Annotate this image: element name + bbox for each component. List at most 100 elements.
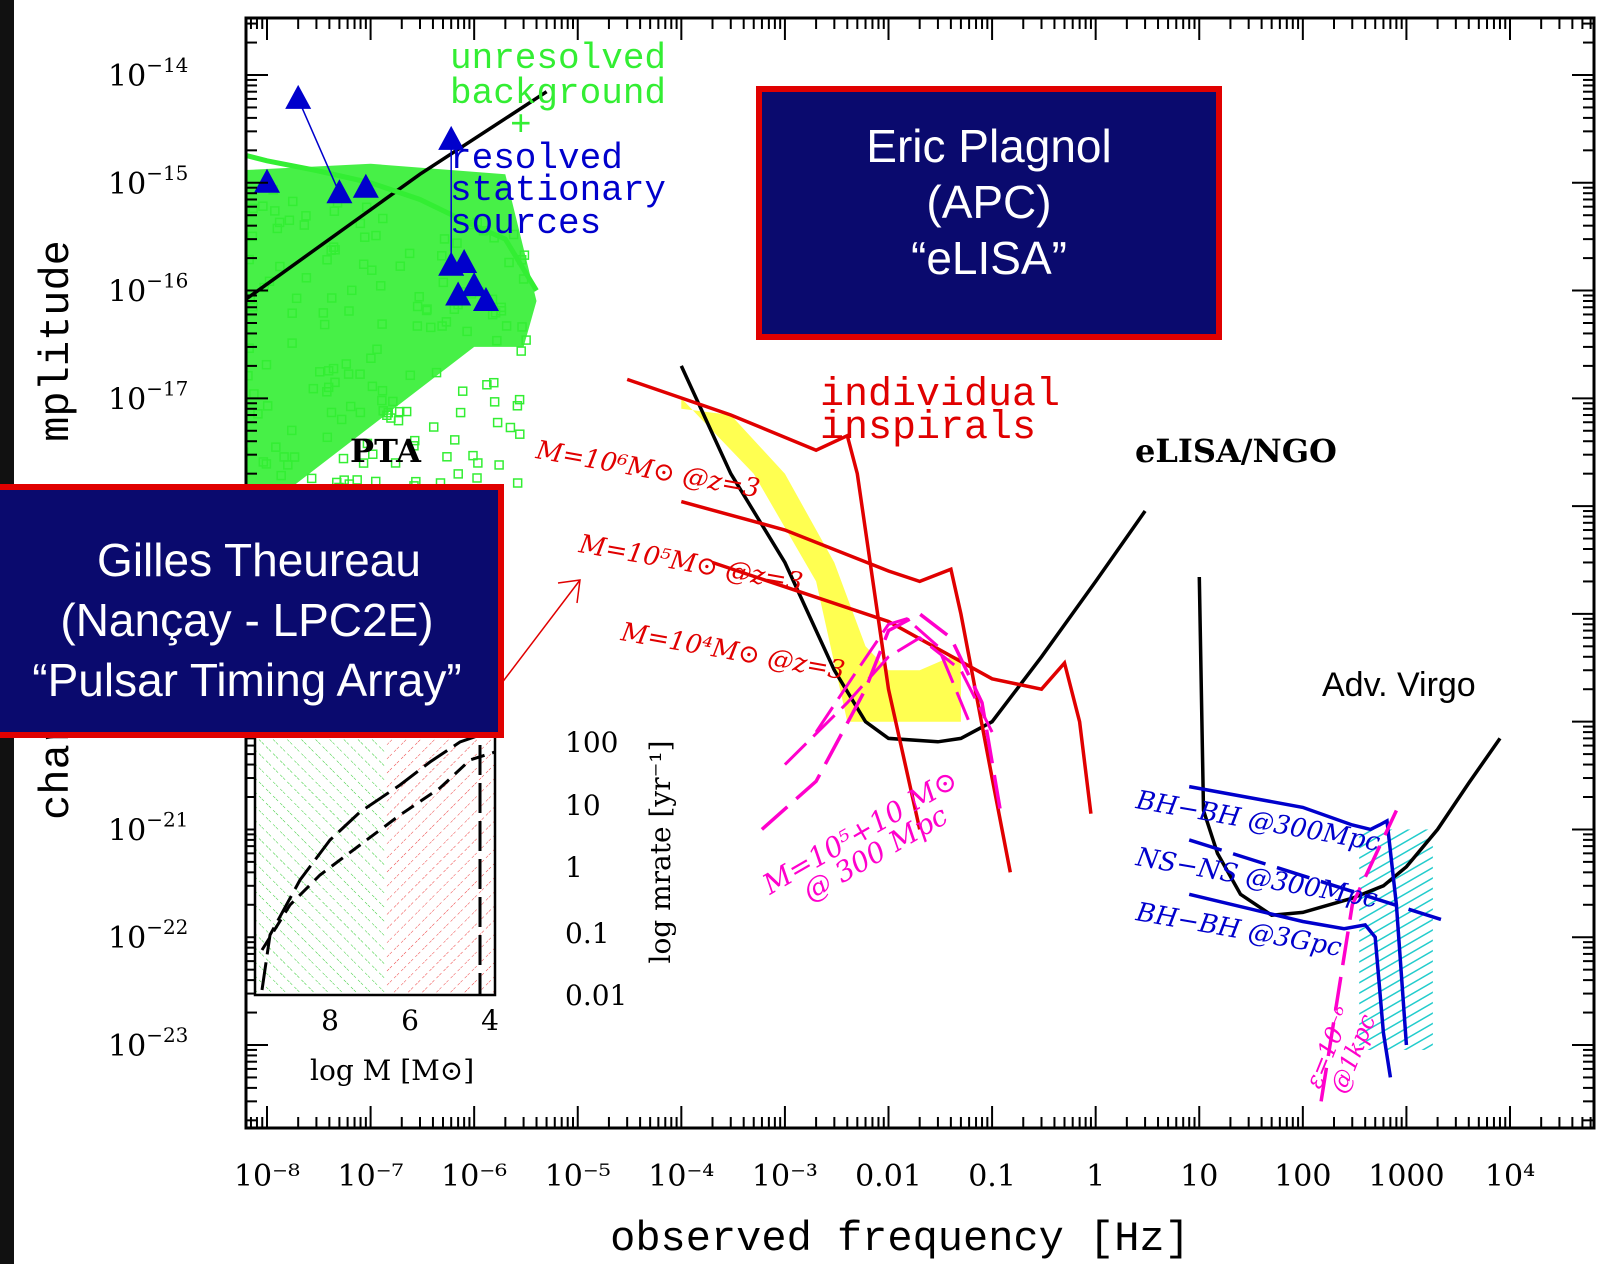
green-square-mark [173, 468, 181, 476]
inspirals-label-1: individual [820, 373, 1060, 418]
x-tick-label: 100 [1274, 1159, 1331, 1194]
green-square-mark [159, 440, 167, 448]
green-square-mark [452, 238, 462, 248]
green-square-mark [275, 261, 285, 272]
x-tick-label: 10⁻⁵ [545, 1159, 611, 1194]
green-square-mark [482, 380, 492, 390]
green-square-mark [377, 395, 387, 406]
green-square-mark [409, 441, 419, 451]
green-square-mark [223, 270, 231, 278]
y-tick-label: 10−15 [108, 161, 188, 202]
curve-unresolved-background [246, 152, 539, 292]
virgo-label: Adv. Virgo [1322, 666, 1476, 704]
green-square-mark [274, 217, 285, 228]
green-square-mark [258, 201, 268, 211]
green-square-mark [453, 469, 463, 479]
green-square-mark [287, 196, 298, 207]
green-square-mark [182, 296, 190, 304]
green-square-mark [199, 410, 207, 418]
green-square-mark [368, 449, 378, 459]
green-square-mark [437, 321, 447, 331]
green-square-mark [322, 432, 333, 443]
green-square-mark [512, 401, 523, 411]
green-square-mark [170, 365, 178, 373]
green-square-mark [291, 293, 302, 304]
inset-dashed-curve-1 [260, 728, 496, 991]
green-square-mark [318, 308, 329, 318]
theureau-affiliation: (Nançay - LPC2E) [60, 594, 434, 646]
green-square-mark [253, 409, 263, 419]
green-square-mark [501, 321, 512, 331]
inspirals-label-2: inspirals [820, 406, 1036, 451]
green-square-mark [261, 359, 272, 370]
green-square-mark [289, 452, 300, 462]
green-square-mark [322, 387, 332, 397]
x-tick-label: 10⁻⁶ [441, 1159, 507, 1194]
inset-y-tick-0-1: 0.1 [565, 917, 610, 950]
resolved-source-triangle [445, 281, 472, 306]
green-square-mark [283, 460, 293, 470]
inset-x-tick-4: 4 [481, 1004, 499, 1037]
green-square-mark [393, 415, 404, 426]
curve-elisa-ngo [679, 365, 1147, 744]
pta-label: PTA [350, 432, 422, 470]
curve-m-10-m-z-3 [680, 499, 1013, 873]
green-square-mark [198, 431, 206, 439]
green-square-mark [306, 473, 317, 484]
x-tick-label: 10 [1180, 1159, 1218, 1194]
x-tick-labels: 10⁻⁸ 10⁻⁷ 10⁻⁶ 10⁻⁵ 10⁻⁴ 10⁻³ 0.01 0.1 1 10 100 100… [234, 1159, 1535, 1194]
green-square-mark [439, 234, 450, 244]
green-square-mark [517, 322, 527, 332]
green-square-mark [404, 248, 415, 259]
green-square-mark [206, 271, 214, 279]
curves-layer [246, 90, 1502, 1102]
green-square-mark [492, 335, 502, 346]
green-square-mark [489, 377, 499, 388]
green-square-mark [328, 242, 339, 252]
green-square-mark [343, 369, 354, 379]
green-square-mark [492, 417, 503, 428]
plagnol-overlay-box: Eric Plagnol (APC) “eLISA” [756, 86, 1222, 340]
plagnol-project: “eLISA” [911, 232, 1067, 284]
green-square-mark [204, 222, 212, 230]
curve-bh-bh-300mpc [1188, 784, 1409, 1046]
green-square-mark [159, 422, 167, 430]
green-square-mark [383, 407, 394, 418]
green-square-mark [301, 273, 312, 283]
x-tick-label: 10⁻³ [752, 1159, 818, 1194]
m4-label: M=10⁴M⊙ @z=3 [618, 617, 847, 686]
resolved-label-2: stationary [450, 170, 666, 211]
green-square-mark [336, 414, 347, 425]
green-square-mark [207, 301, 215, 309]
green-square-mark [347, 285, 357, 296]
y-tick-label: 10−14 [108, 53, 188, 94]
x-tick-label: 1000 [1368, 1159, 1444, 1194]
green-square-mark [194, 412, 202, 420]
unresolved-label-2: background [450, 73, 666, 114]
green-square-mark [276, 470, 286, 481]
green-square-mark [412, 301, 423, 312]
x-tick-label: 1 [1086, 1159, 1105, 1194]
green-square-mark [193, 178, 201, 186]
y-tick-label: 10−17 [108, 376, 188, 417]
green-square-mark [431, 367, 442, 378]
green-square-mark [261, 459, 272, 469]
green-square-mark [271, 442, 281, 452]
green-square-mark [514, 394, 525, 405]
green-square-mark [489, 397, 500, 407]
green-square-mark [189, 230, 197, 238]
green-square-mark [367, 381, 378, 392]
green-square-mark [246, 447, 249, 458]
green-square-mark [258, 457, 269, 467]
green-square-mark [496, 302, 507, 313]
emri-extra-curve-0 [783, 635, 994, 766]
curve-pta [246, 90, 548, 302]
inset-y-tick-0-01: 0.01 [565, 979, 627, 1012]
green-square-mark [272, 223, 283, 234]
curve-bh-bh-3gpc [1188, 892, 1393, 1078]
inset-x-tick-8: 8 [321, 1004, 339, 1037]
green-square-mark [319, 319, 330, 330]
green-square-mark [338, 453, 349, 464]
green-square-mark [405, 370, 416, 381]
plot-area [159, 84, 1502, 1102]
